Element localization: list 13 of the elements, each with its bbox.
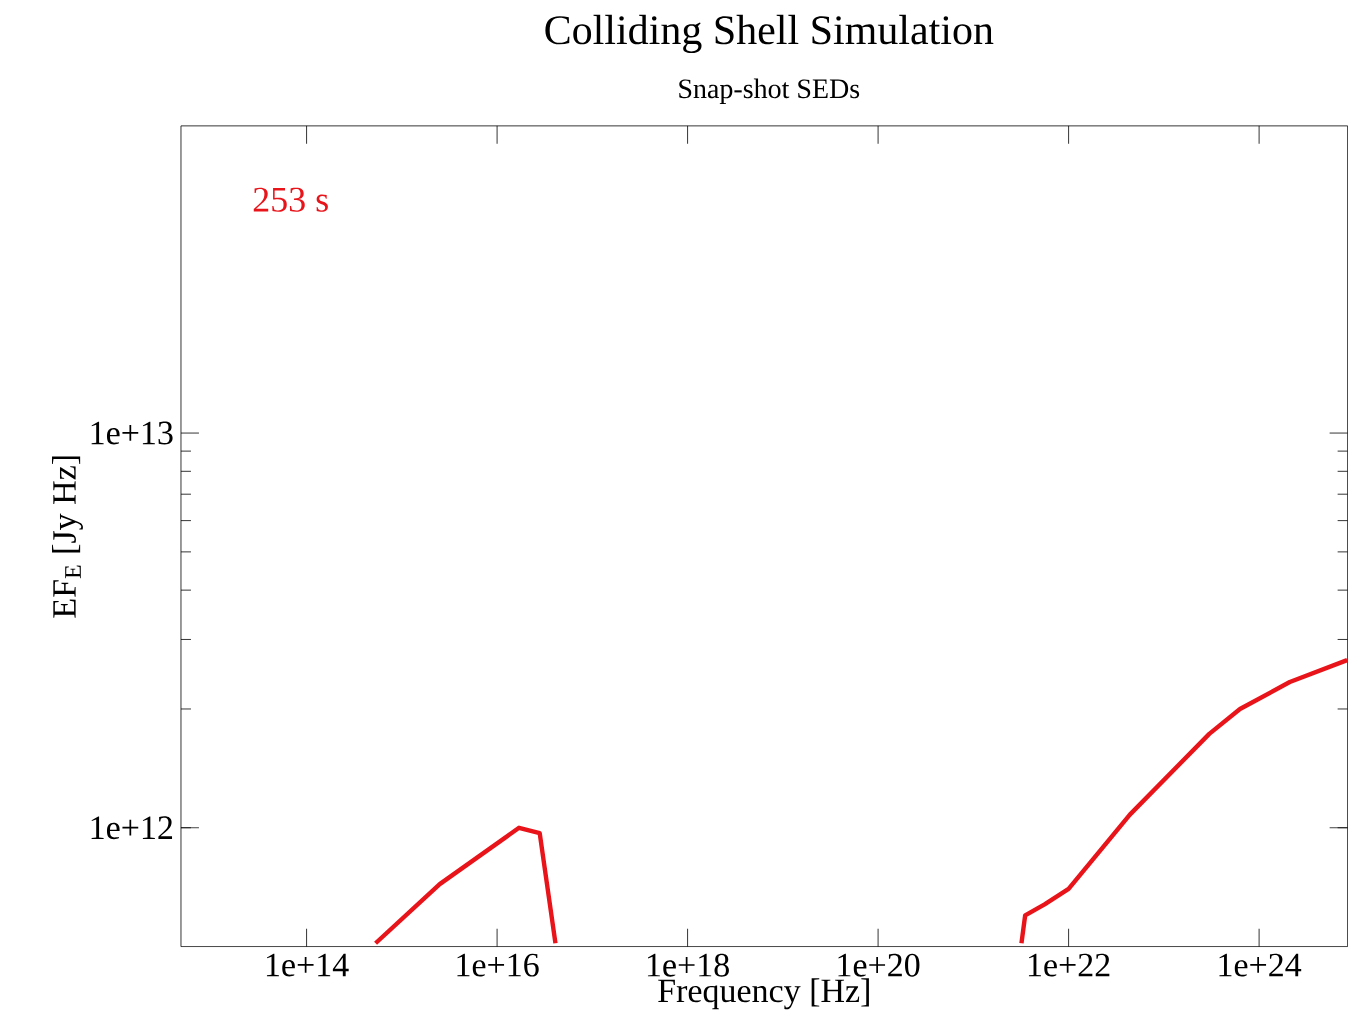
x-tick-label: 1e+16 <box>457 953 539 977</box>
chart-subtitle: Snap-shot SEDs <box>679 78 860 105</box>
chart-title: Colliding Shell Simulation <box>545 14 994 54</box>
x-tick-label: 1e+20 <box>838 953 920 977</box>
y-axis-title: EF$_{E}$ [Jy Hz] <box>52 456 83 618</box>
x-tick-label: 1e+18 <box>647 953 729 977</box>
y-tick-label: 1e+13 <box>91 421 173 445</box>
text: 253 s <box>253 187 328 212</box>
x-axis-title: Frequency [Hz] <box>658 978 869 1010</box>
y-tick-label: 1e+12 <box>91 816 173 840</box>
x-tick-label: 1e+24 <box>1219 953 1302 977</box>
x-tick-label: 1e+14 <box>266 953 349 977</box>
x-tick-label: 1e+22 <box>1028 953 1110 977</box>
